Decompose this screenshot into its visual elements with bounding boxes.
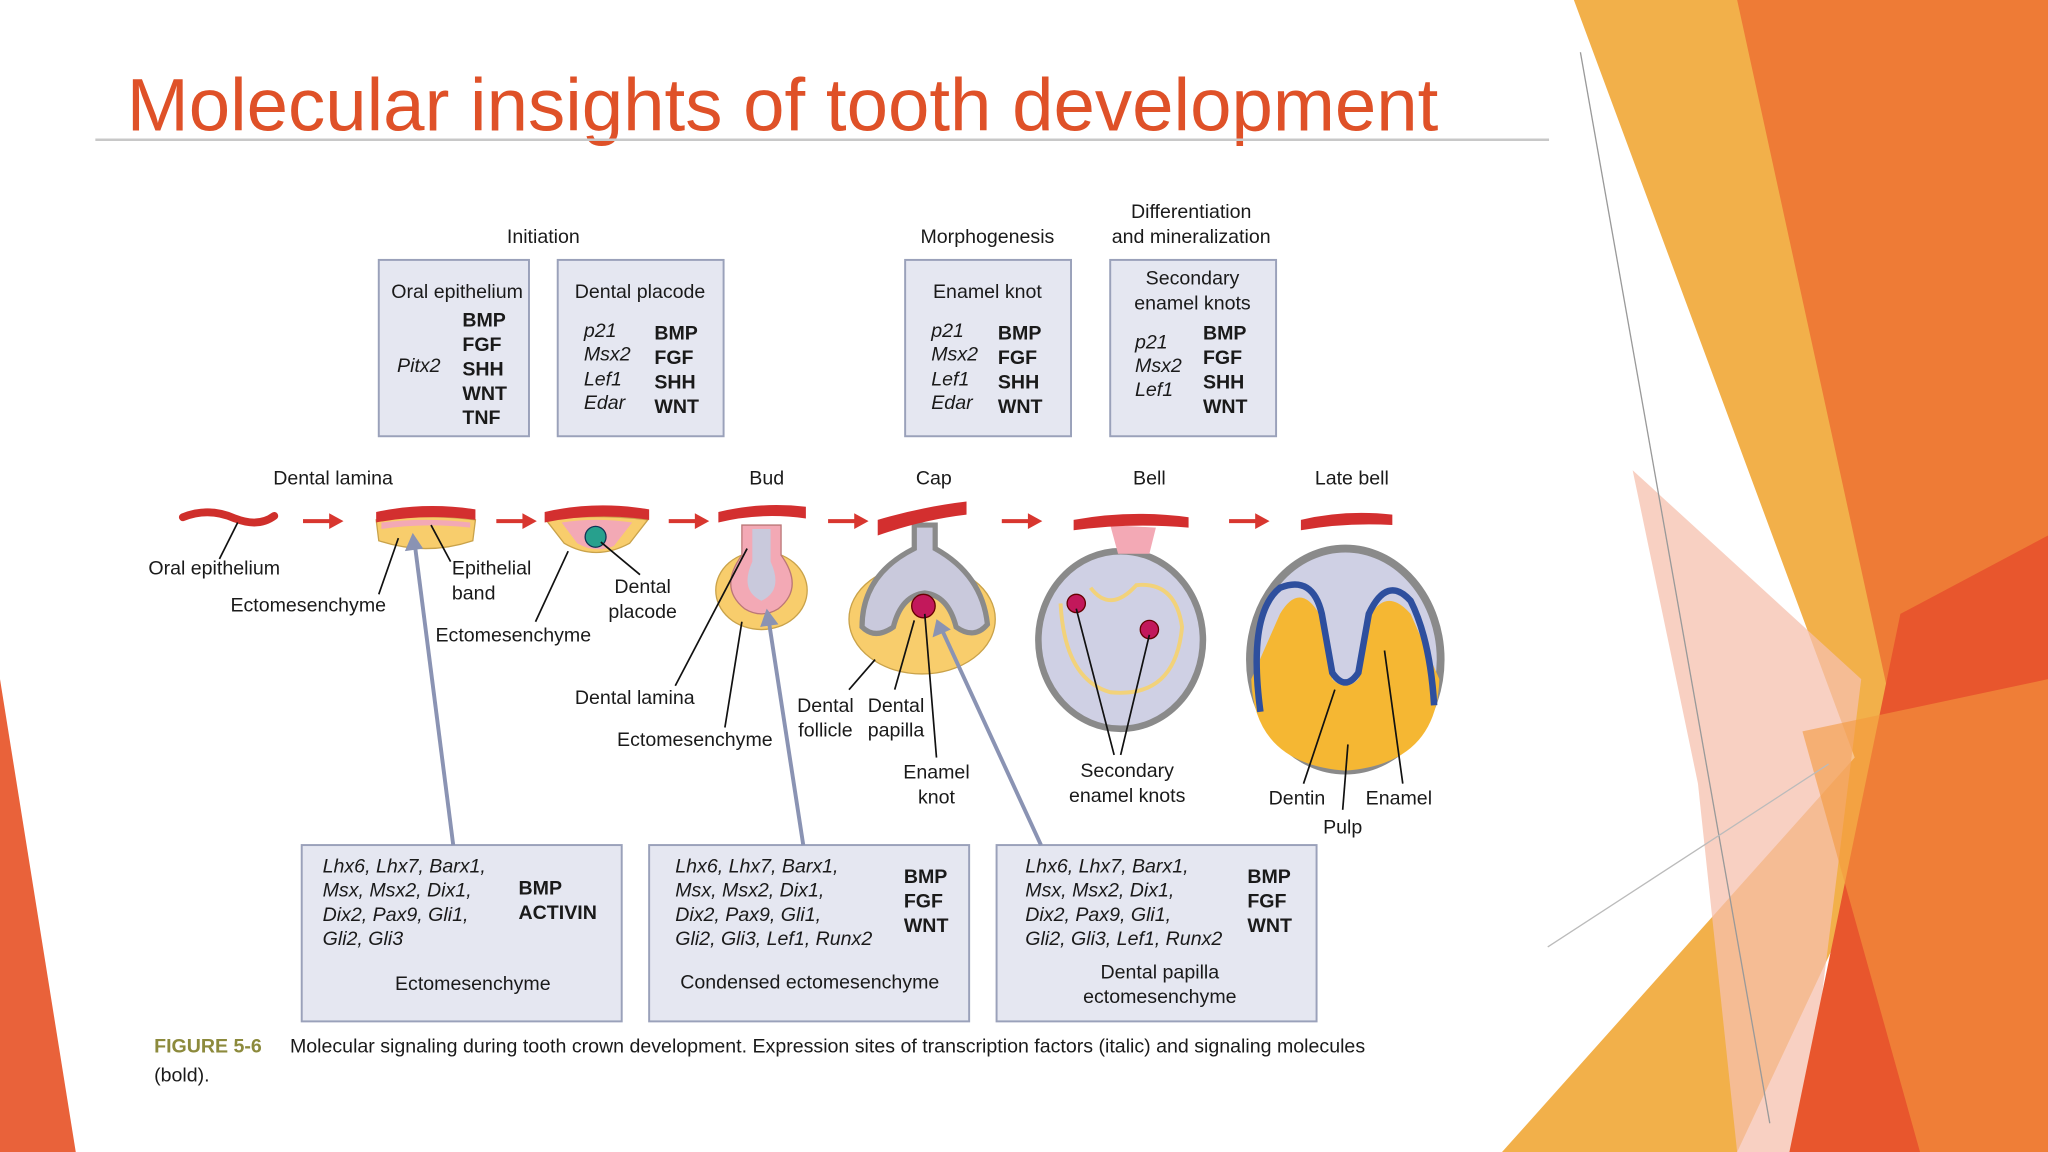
signaling-molecule: FGF: [1203, 347, 1242, 369]
signaling-molecule: BMP: [654, 323, 698, 345]
structure-label: Secondary: [1080, 760, 1174, 782]
signaling-molecule: SHH: [654, 371, 695, 393]
signaling-molecule: FGF: [654, 347, 693, 369]
structure-label: papilla: [868, 720, 925, 742]
stage-label: Late bell: [1315, 468, 1389, 490]
structure-label: enamel knots: [1069, 785, 1186, 807]
box-title: ectomesenchyme: [1083, 986, 1237, 1008]
structure-label: Enamel: [903, 761, 969, 783]
figure-number: FIGURE 5-6: [154, 1036, 262, 1058]
transcription-factor: Edar: [584, 392, 627, 414]
signaling-molecule: BMP: [904, 866, 948, 888]
stage-label: Bud: [749, 468, 784, 490]
transcription-factor: Dix2, Pax9, Gli1,: [1025, 904, 1171, 926]
stage-label: Dental lamina: [273, 468, 393, 490]
stage-arrows: [303, 513, 1270, 529]
boxes: [300, 258, 1318, 1023]
transcription-factor: Msx2: [584, 343, 631, 365]
transcription-factor: p21: [583, 320, 617, 342]
structure-label: Enamel: [1366, 788, 1432, 810]
signaling-molecule: BMP: [1203, 323, 1247, 345]
transcription-factor: Dix2, Pax9, Gli1,: [323, 904, 469, 926]
signaling-molecule: WNT: [998, 396, 1043, 418]
transcription-factor: Lef1: [1135, 379, 1173, 401]
structure-label: Dentin: [1269, 788, 1326, 810]
phase-label: Morphogenesis: [920, 226, 1054, 248]
transcription-factor: Dix2, Pax9, Gli1,: [675, 904, 821, 926]
structure-label: Ectomesenchyme: [436, 624, 592, 646]
transcription-factor: Msx, Msx2, Dix1,: [1025, 880, 1174, 902]
signaling-molecule: ACTIVIN: [519, 902, 597, 924]
signaling-molecule: FGF: [462, 334, 501, 356]
transcription-factor: Msx2: [931, 343, 978, 365]
figure-texts: Initiation Morphogenesis Differentiation an…: [148, 201, 1432, 1086]
transcription-factor: Gli2, Gli3, Lef1, Runx2: [675, 928, 872, 950]
box-title: Condensed ectomesenchyme: [680, 972, 939, 994]
structure-label: Dental: [797, 695, 854, 717]
transcription-factor: Gli2, Gli3: [323, 928, 404, 950]
transcription-factor: Lef1: [931, 368, 969, 390]
structure-label: Ectomesenchyme: [617, 729, 773, 751]
tooth-stages: [178, 501, 1445, 775]
structure-label: follicle: [798, 720, 853, 742]
transcription-factor: Lhx6, Lhx7, Barx1,: [323, 855, 486, 877]
structure-label: Dental: [614, 576, 671, 598]
box-title: Enamel knot: [933, 281, 1042, 303]
box-title: enamel knots: [1134, 293, 1251, 315]
structure-label: Dental lamina: [575, 687, 695, 709]
structure-label: knot: [918, 786, 956, 808]
signaling-molecule: FGF: [998, 347, 1037, 369]
signaling-molecule: FGF: [904, 890, 943, 912]
transcription-factor: Msx, Msx2, Dix1,: [675, 880, 824, 902]
transcription-factor: Gli2, Gli3, Lef1, Runx2: [1025, 928, 1222, 950]
expression-arrows: [404, 532, 1043, 846]
transcription-factor: Msx2: [1135, 355, 1182, 377]
stage-label: Bell: [1133, 468, 1166, 490]
box-title: Oral epithelium: [391, 281, 523, 303]
structure-label: Pulp: [1323, 816, 1362, 838]
transcription-factor: Msx, Msx2, Dix1,: [323, 880, 472, 902]
phase-label: Differentiation: [1131, 201, 1251, 223]
caption-text: Molecular signaling during tooth crown d…: [290, 1036, 1365, 1058]
transcription-factor: p21: [1134, 332, 1168, 354]
signaling-molecule: BMP: [998, 323, 1042, 345]
signaling-molecule: WNT: [1247, 915, 1292, 937]
phase-label: and mineralization: [1112, 226, 1271, 248]
signaling-molecule: SHH: [1203, 371, 1244, 393]
signaling-molecule: BMP: [1247, 866, 1291, 888]
structure-label: Ectomesenchyme: [230, 594, 386, 616]
structure-label: placode: [608, 601, 677, 623]
signaling-molecule: SHH: [998, 371, 1039, 393]
signaling-molecule: TNF: [462, 407, 500, 429]
transcription-factor: Lhx6, Lhx7, Barx1,: [675, 855, 838, 877]
signaling-molecule: FGF: [1247, 890, 1286, 912]
structure-label: Epithelial: [452, 558, 531, 580]
box-title: Dental papilla: [1101, 961, 1220, 983]
slide-title: Molecular insights of tooth development: [127, 64, 1439, 147]
transcription-factor: Pitx2: [397, 355, 441, 377]
transcription-factor: Lhx6, Lhx7, Barx1,: [1025, 855, 1188, 877]
signaling-molecule: WNT: [904, 915, 949, 937]
caption-text: (bold).: [154, 1064, 210, 1086]
transcription-factor: p21: [930, 320, 964, 342]
phase-label: Initiation: [507, 226, 580, 248]
structure-label: Oral epithelium: [148, 558, 280, 580]
box-title: Dental placode: [575, 281, 706, 303]
box-title: Secondary: [1146, 268, 1240, 290]
signaling-molecule: BMP: [462, 310, 506, 332]
signaling-molecule: WNT: [654, 396, 699, 418]
transcription-factor: Edar: [931, 392, 974, 414]
structure-label: band: [452, 583, 496, 605]
signaling-molecule: SHH: [462, 358, 503, 380]
leader-lines: [218, 522, 1404, 810]
stage-label: Cap: [916, 468, 952, 490]
signaling-molecule: WNT: [1203, 396, 1248, 418]
structure-label: Dental: [868, 695, 925, 717]
signaling-molecule: WNT: [462, 383, 507, 405]
transcription-factor: Lef1: [584, 368, 622, 390]
signaling-molecule: BMP: [519, 878, 563, 900]
box-title: Ectomesenchyme: [395, 973, 551, 995]
